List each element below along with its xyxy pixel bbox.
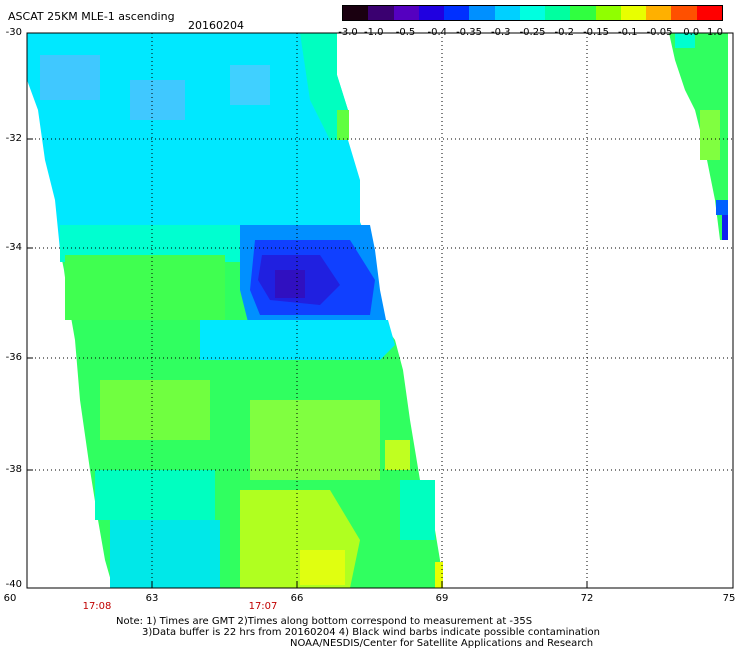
colorbar-segment [494, 6, 520, 20]
colorbar-label: -0.35 [456, 27, 482, 38]
colorbar-label: -0.2 [554, 27, 575, 38]
colorbar-segment [343, 6, 369, 20]
map-date: 20160204 [188, 19, 244, 32]
colorbar-segment [646, 6, 672, 20]
patch-cyan-below [200, 320, 395, 360]
map-frame [26, 32, 734, 589]
lat-label-38: -38 [5, 464, 22, 475]
patch-aqua-right [300, 33, 348, 140]
lat-label-32: -32 [5, 133, 22, 144]
patch-yellow-bottom [300, 550, 345, 585]
swath-upper-cyan [27, 33, 372, 250]
colorbar-segment [393, 6, 419, 20]
colorbar-segment [444, 6, 470, 20]
colorbar-segment [545, 6, 571, 20]
swath-right-yellowgreen [700, 110, 720, 160]
axis-ticks [27, 32, 588, 588]
colorbar-label: 0.0 [683, 27, 700, 38]
patch-aqua-right-lower [400, 480, 435, 540]
patch-purple-core [275, 270, 305, 298]
patch-yellow-corner [435, 562, 443, 588]
colorbar-segment [696, 6, 722, 20]
patch-lightblue-3 [230, 65, 270, 105]
colorbar-label: -0.5 [395, 27, 416, 38]
patch-green-left-mid [65, 255, 225, 320]
colorbar-segment [671, 6, 697, 20]
lat-label-36: -36 [5, 352, 22, 363]
lon-label-63: 63 [145, 593, 159, 604]
colorbar-label: 1.0 [707, 27, 723, 38]
note-line-1: Note: 1) Times are GMT 2)Times along bot… [116, 616, 533, 627]
swath-right-blue [716, 200, 728, 215]
swath-right-green [669, 33, 728, 240]
patch-aqua-lower-left [95, 470, 215, 520]
colorbar-segment [469, 6, 495, 20]
swath-right-aqua [675, 33, 695, 48]
lon-label-75: 75 [722, 593, 736, 604]
lon-label-72: 72 [580, 593, 594, 604]
patch-cyan-lower-left [110, 520, 220, 588]
lat-label-40: -40 [5, 579, 22, 590]
patch-lightblue-1 [40, 55, 100, 100]
patch-yellow-right-1 [385, 440, 410, 470]
swath-main [27, 33, 443, 588]
colorbar-label: -0.15 [583, 27, 609, 38]
note-line-2: 3)Data buffer is 22 hrs from 20160204 4)… [142, 627, 600, 638]
lon-label-60: 60 [3, 593, 17, 604]
grid-lines [27, 33, 733, 588]
colorbar-label: -0.1 [617, 27, 638, 38]
patch-green-right [337, 110, 349, 140]
colorbar-label: -0.25 [519, 27, 546, 38]
colorbar-label: -0.05 [646, 27, 673, 38]
colorbar-label: -0.3 [490, 27, 511, 38]
map-title: ASCAT 25KM MLE-1 ascending [8, 10, 175, 23]
lat-label-30: -30 [5, 27, 22, 38]
patch-lightgreen-1 [100, 380, 210, 440]
patch-lightgreen-2 [250, 400, 380, 480]
colorbar-segment [570, 6, 596, 20]
colorbar-segment [620, 6, 647, 20]
colorbar [342, 5, 723, 21]
swath-right [669, 33, 728, 240]
colorbar-label: -0.4 [427, 27, 448, 38]
time-label-1707: 17:07 [248, 601, 278, 612]
lat-label-34: -34 [5, 242, 22, 253]
colorbar-segment [368, 6, 394, 20]
note-line-3: NOAA/NESDIS/Center for Satellite Applica… [290, 638, 594, 649]
colorbar-label: -1.0 [363, 27, 384, 38]
colorbar-segment [595, 6, 621, 20]
patch-aqua-mid [60, 225, 250, 262]
lon-label-69: 69 [435, 593, 449, 604]
colorbar-segment [418, 6, 445, 20]
colorbar-label: -3.0 [338, 27, 358, 38]
lon-label-66: 66 [290, 593, 304, 604]
time-label-1708: 17:08 [82, 601, 112, 612]
patch-lightblue-2 [130, 80, 185, 120]
swath-right-darkblue [722, 215, 728, 240]
colorbar-segment [519, 6, 546, 20]
